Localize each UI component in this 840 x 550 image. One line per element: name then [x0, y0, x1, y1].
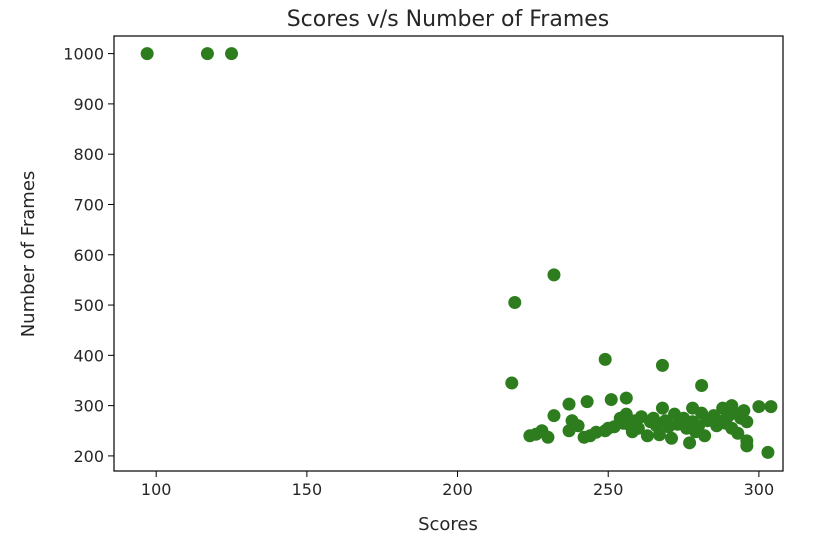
- scatter-point: [731, 426, 745, 440]
- scatter-point: [740, 439, 754, 453]
- scatter-point: [695, 379, 709, 393]
- axis-ticks: 100 150 200 250 300 200 300 400 500 600 700 800 900 1…: [63, 45, 774, 499]
- scatter-point: [598, 352, 612, 366]
- scatter-point: [604, 393, 618, 407]
- x-tick-label: 100: [141, 480, 172, 499]
- y-tick-label: 500: [73, 296, 104, 315]
- scatter-point: [200, 47, 214, 61]
- scatter-point: [562, 397, 576, 411]
- x-tick-label: 200: [442, 480, 473, 499]
- y-tick-label: 400: [73, 346, 104, 365]
- x-axis-label: Scores: [418, 514, 478, 535]
- scatter-point: [505, 376, 519, 390]
- scatter-point: [571, 419, 585, 433]
- scatter-point: [640, 429, 654, 443]
- y-tick-label: 300: [73, 397, 104, 416]
- x-tick-label: 300: [744, 480, 775, 499]
- scatter-point: [547, 268, 561, 282]
- scatter-point: [508, 296, 522, 310]
- scatter-point: [580, 395, 594, 409]
- y-tick-label: 200: [73, 447, 104, 466]
- x-tick-label: 150: [292, 480, 323, 499]
- scatter-point: [652, 428, 666, 442]
- x-tick-label: 250: [593, 480, 624, 499]
- scatter-point: [655, 358, 669, 372]
- scatter-point: [619, 391, 633, 405]
- scatter-point: [225, 47, 239, 61]
- y-tick-label: 1000: [63, 45, 104, 64]
- scatter-point: [698, 429, 712, 443]
- y-axis-label: Number of Frames: [18, 171, 39, 338]
- chart-title: Scores v/s Number of Frames: [287, 7, 610, 32]
- scatter-point: [547, 409, 561, 423]
- scatter-point: [752, 400, 766, 414]
- scatter-point: [764, 400, 778, 414]
- scatter-point: [140, 47, 154, 61]
- scatter-point: [683, 436, 697, 450]
- y-tick-label: 700: [73, 195, 104, 214]
- scatter-point: [665, 431, 678, 445]
- scatter-point: [761, 445, 775, 459]
- y-tick-label: 600: [73, 246, 104, 265]
- scatter-point: [655, 401, 669, 415]
- scatter-point: [737, 404, 751, 418]
- data-points: [140, 47, 778, 459]
- scatter-point: [619, 407, 633, 421]
- y-tick-label: 900: [73, 95, 104, 114]
- scatter-point: [631, 421, 645, 435]
- plot-frame: [113, 35, 784, 472]
- scatter-point: [541, 430, 555, 444]
- scatter-point: [740, 415, 754, 429]
- y-tick-label: 800: [73, 145, 104, 164]
